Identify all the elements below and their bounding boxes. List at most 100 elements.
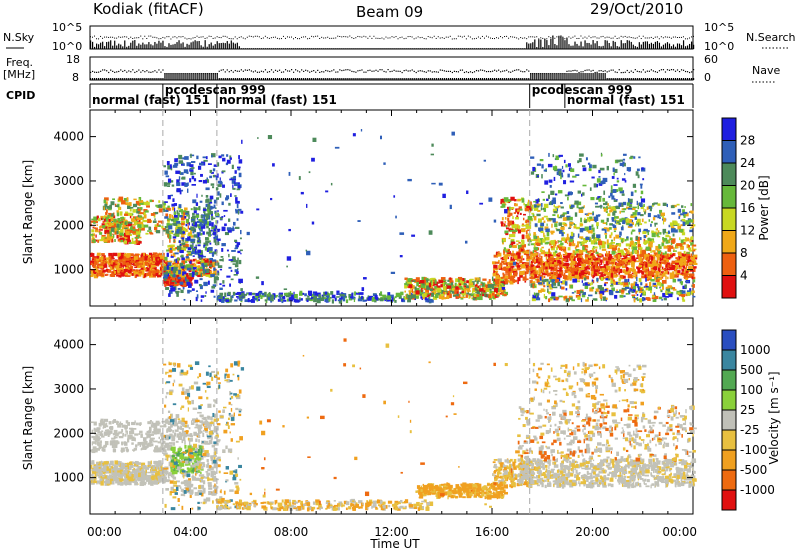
range-gate-cell xyxy=(327,291,329,295)
range-gate-cell xyxy=(97,258,102,263)
nsearch-dot xyxy=(353,37,355,39)
range-gate-cell xyxy=(193,172,196,175)
range-gate-cell xyxy=(562,255,568,258)
range-gate-cell xyxy=(110,213,114,217)
freq-point xyxy=(429,70,431,72)
nsearch-dot xyxy=(154,36,156,38)
range-gate-cell xyxy=(200,214,203,219)
range-gate-cell xyxy=(104,258,107,261)
range-gate-cell xyxy=(234,239,238,243)
range-gate-cell xyxy=(119,231,124,236)
nsearch-dot xyxy=(230,38,232,40)
range-gate-cell xyxy=(517,244,523,249)
nave-bar xyxy=(329,78,331,80)
nave-bar xyxy=(407,78,409,80)
freq-point xyxy=(335,71,337,73)
range-gate-cell xyxy=(216,270,219,273)
range-gate-cell xyxy=(474,279,478,282)
range-gate-cell xyxy=(628,270,631,273)
range-gate-cell xyxy=(140,259,143,264)
range-gate-cell xyxy=(209,242,212,245)
freq-point xyxy=(268,71,271,73)
range-gate-cell xyxy=(240,229,242,235)
nave-bar xyxy=(648,78,650,80)
freq-point xyxy=(365,71,367,73)
range-gate-cell xyxy=(480,281,483,284)
nsearch-dot xyxy=(395,36,397,38)
range-gate-cell xyxy=(167,178,172,183)
range-gate-cell xyxy=(136,254,138,257)
freq-point xyxy=(286,70,289,72)
range-gate-cell xyxy=(131,258,135,263)
range-gate-cell xyxy=(482,291,487,294)
nsky-bar xyxy=(693,44,695,49)
nave-bar xyxy=(676,78,679,80)
range-gate-cell xyxy=(235,209,240,214)
range-gate-cell xyxy=(234,182,238,187)
nsky-bar xyxy=(459,48,462,49)
range-gate-cell xyxy=(103,205,106,211)
nsearch-dot xyxy=(274,36,276,38)
range-gate-cell xyxy=(518,265,523,267)
nsky-bar xyxy=(254,48,257,49)
nsearch-dot xyxy=(144,35,146,37)
nave-bar xyxy=(218,78,220,80)
nsky-tick-top-right: 10^5 xyxy=(704,21,734,34)
freq-point xyxy=(652,70,654,72)
range-gate-cell xyxy=(500,221,504,224)
range-gate-cell xyxy=(206,208,210,212)
range-gate-cell xyxy=(131,261,135,263)
range-gate-cell xyxy=(132,223,136,226)
range-gate-cell xyxy=(103,215,106,219)
range-gate-cell xyxy=(101,256,104,261)
nsky-bar xyxy=(530,43,532,49)
range-gate-cell xyxy=(213,236,215,239)
range-gate-cell xyxy=(388,292,391,297)
nsearch-dot xyxy=(423,38,425,40)
range-gate-cell xyxy=(374,295,378,299)
nsearch-dot xyxy=(644,37,646,39)
nsky-bar xyxy=(365,48,367,49)
range-gate-cell xyxy=(106,231,112,236)
range-gate-cell xyxy=(117,230,122,234)
nsearch-dot xyxy=(662,37,664,39)
range-gate-cell xyxy=(152,220,157,223)
nsearch-dot xyxy=(317,35,319,37)
range-gate-cell xyxy=(216,271,220,276)
range-gate-cell xyxy=(522,276,527,281)
cpid-segment-label: normal (fast) 151 xyxy=(567,93,685,107)
range-gate-cell xyxy=(198,283,202,287)
range-gate-cell xyxy=(179,172,184,175)
range-gate-cell xyxy=(179,262,184,267)
range-gate-cell xyxy=(515,252,520,255)
range-gate-cell xyxy=(159,254,165,259)
range-gate-cell xyxy=(210,183,215,186)
nsearch-dot xyxy=(387,37,389,39)
nave-bar xyxy=(514,78,516,80)
nsearch-dot xyxy=(130,36,132,38)
nsearch-dot xyxy=(475,37,477,39)
freq-point xyxy=(632,71,634,74)
nsky-bar xyxy=(124,40,126,49)
freq-label: Freq. xyxy=(6,56,33,69)
nsky-bar xyxy=(355,48,357,49)
range-gate-cell xyxy=(440,293,444,297)
range-gate-cell xyxy=(181,237,185,240)
freq-point xyxy=(489,71,492,73)
nave-bar xyxy=(397,78,399,80)
nsky-bar xyxy=(280,48,283,49)
nsearch-dot xyxy=(415,37,417,39)
range-gate-cell xyxy=(150,213,155,216)
range-gate-cell xyxy=(93,263,97,269)
freq-point xyxy=(682,69,685,71)
range-gate-cell xyxy=(173,214,178,218)
nave-bar xyxy=(180,73,182,80)
nsearch-dot xyxy=(494,38,496,40)
range-gate-cell xyxy=(173,273,176,278)
range-gate-cell xyxy=(675,270,678,275)
nsky-bar xyxy=(130,42,132,49)
nave-bar xyxy=(309,78,311,80)
nave-bar xyxy=(162,78,164,80)
range-gate-cell xyxy=(133,233,137,235)
range-gate-cell xyxy=(107,269,112,273)
